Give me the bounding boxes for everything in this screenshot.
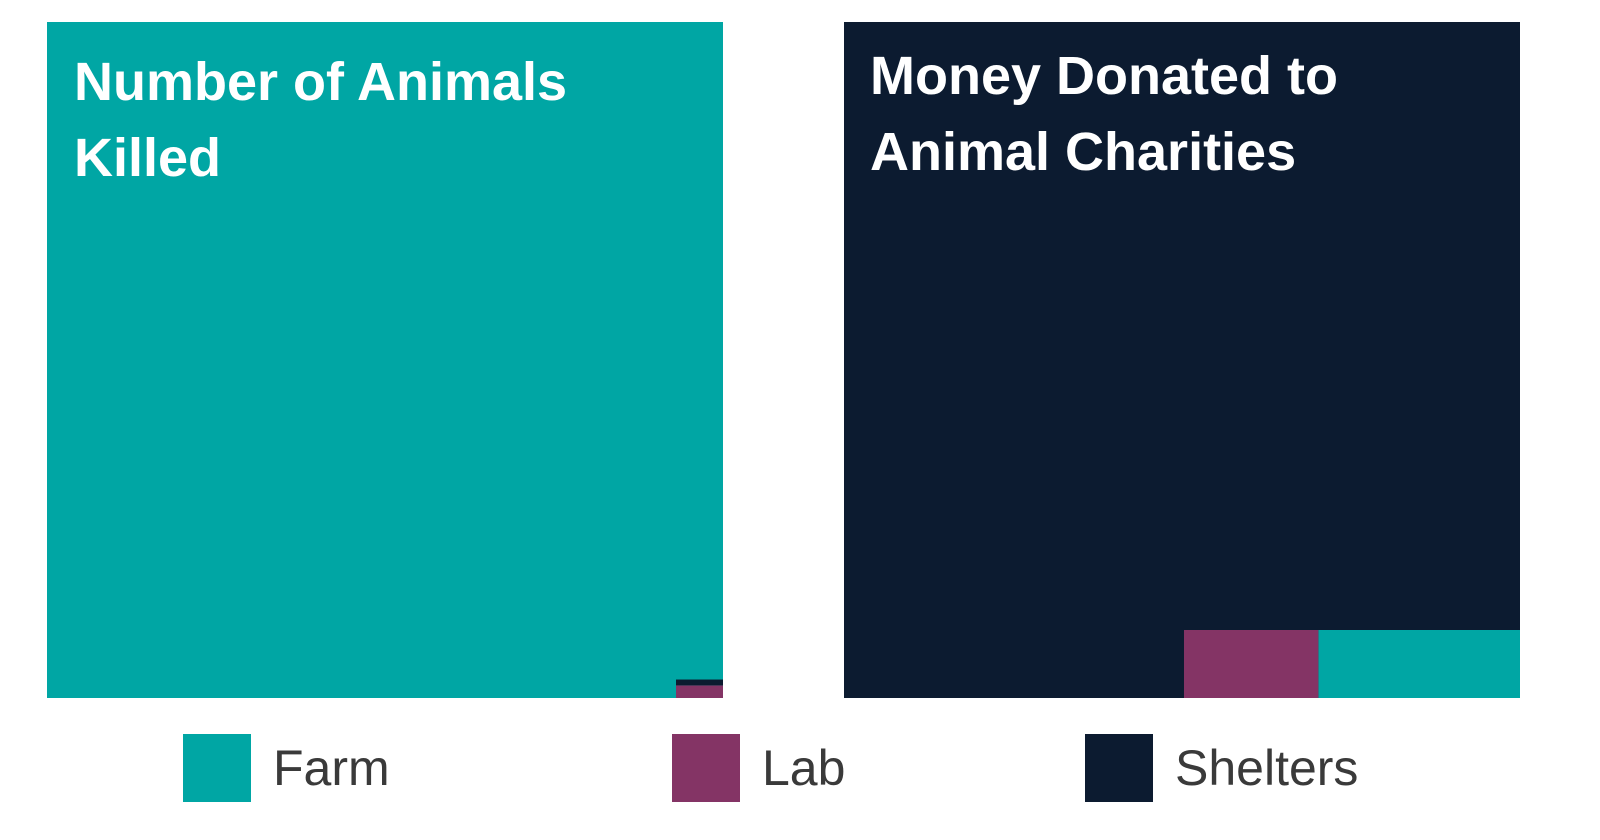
legend-swatch bbox=[1085, 734, 1153, 802]
legend-swatch bbox=[672, 734, 740, 802]
legend-label: Lab bbox=[762, 740, 846, 796]
legend-label: Shelters bbox=[1175, 740, 1359, 796]
treemap-cell bbox=[844, 22, 1520, 698]
treemap-cell bbox=[47, 22, 723, 698]
treemap-cell bbox=[1318, 630, 1520, 698]
legend-label: Farm bbox=[273, 740, 390, 796]
chart-title: Number of Animals Killed bbox=[74, 52, 568, 188]
treemap-cell bbox=[676, 679, 723, 686]
treemap-cell bbox=[1183, 630, 1319, 698]
treemap-cell bbox=[676, 685, 723, 698]
legend-swatch bbox=[183, 734, 251, 802]
chart-title: Money Donated to Animal Charities bbox=[870, 46, 1338, 182]
